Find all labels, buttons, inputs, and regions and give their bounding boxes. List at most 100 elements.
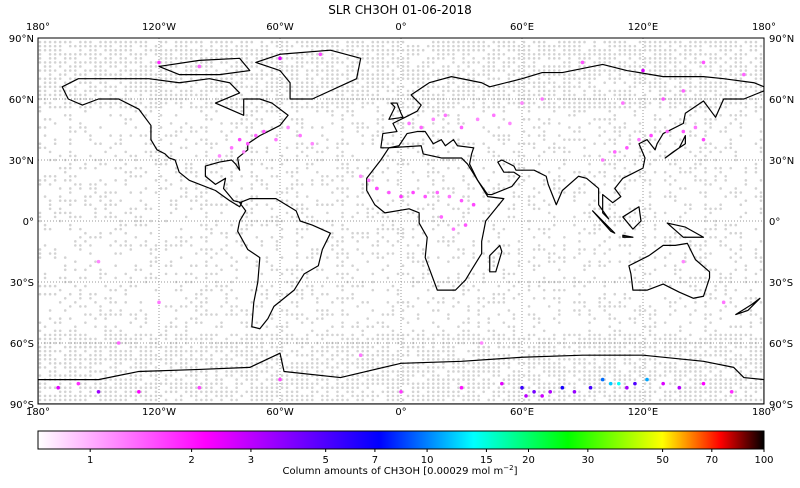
no-data-point [558, 296, 561, 300]
no-data-point [608, 337, 612, 341]
no-data-point [507, 77, 511, 80]
no-data-point [215, 142, 218, 146]
no-data-point [346, 162, 349, 166]
no-data-point [109, 61, 112, 64]
no-data-point [361, 93, 364, 97]
no-data-point [628, 333, 632, 337]
no-data-point [684, 52, 687, 56]
no-data-point [437, 256, 440, 259]
no-data-point [215, 52, 218, 56]
no-data-point [613, 138, 617, 141]
no-data-point [200, 288, 203, 292]
no-data-point [275, 223, 279, 227]
no-data-point [225, 48, 228, 52]
no-data-point [442, 357, 445, 361]
no-data-point [749, 85, 753, 89]
no-data-point [361, 105, 364, 109]
no-data-point [290, 203, 294, 207]
no-data-point [184, 97, 188, 101]
no-data-point [346, 85, 349, 89]
no-data-point [346, 89, 349, 93]
no-data-point [386, 154, 390, 158]
no-data-point [709, 105, 712, 109]
no-data-point [366, 345, 370, 349]
no-data-point [331, 81, 334, 85]
no-data-point [416, 353, 420, 357]
no-data-point [381, 52, 385, 56]
no-data-point [310, 321, 314, 324]
no-data-point [522, 61, 526, 64]
no-data-point [663, 211, 667, 215]
no-data-point [331, 101, 334, 105]
no-data-point [668, 40, 672, 44]
no-data-point [734, 44, 738, 48]
no-data-point [321, 77, 324, 80]
no-data-point [482, 48, 485, 52]
no-data-point [89, 366, 92, 369]
no-data-point [719, 81, 722, 85]
no-data-point [507, 179, 511, 182]
no-data-point [245, 333, 249, 337]
no-data-point [179, 333, 183, 337]
no-data-point [119, 113, 122, 117]
no-data-point [391, 223, 395, 227]
no-data-point [275, 345, 279, 349]
no-data-point [195, 349, 198, 353]
no-data-point [285, 313, 289, 316]
no-data-point [411, 73, 415, 76]
no-data-point [89, 187, 92, 190]
no-data-point [371, 280, 375, 284]
no-data-point [159, 105, 163, 109]
no-data-point [699, 256, 702, 259]
no-data-point [376, 89, 380, 93]
no-data-point [134, 61, 138, 64]
no-data-point [558, 69, 561, 72]
no-data-point [477, 288, 480, 292]
no-data-point [411, 89, 415, 93]
no-data-point [754, 345, 758, 349]
no-data-point [336, 345, 339, 349]
no-data-point [517, 154, 521, 158]
no-data-point [447, 52, 450, 56]
no-data-point [547, 81, 551, 85]
no-data-point [331, 313, 334, 316]
no-data-point [376, 252, 380, 255]
no-data-point [507, 93, 511, 97]
no-data-point [184, 329, 188, 333]
no-data-point [305, 77, 309, 80]
no-data-point [663, 52, 667, 56]
no-data-point [43, 179, 47, 182]
no-data-point [689, 61, 692, 64]
no-data-point [154, 65, 158, 68]
no-data-point [472, 77, 475, 80]
no-data-point [749, 333, 753, 337]
no-data-point [673, 345, 677, 349]
no-data-point [386, 65, 390, 68]
no-data-point [68, 142, 72, 146]
no-data-point [149, 73, 153, 76]
no-data-point [754, 272, 758, 276]
no-data-point [477, 48, 480, 52]
no-data-point [628, 101, 632, 105]
no-data-point [376, 199, 380, 202]
no-data-point [326, 138, 329, 141]
no-data-point [295, 280, 299, 284]
no-data-point [205, 333, 208, 337]
no-data-point [275, 349, 279, 353]
no-data-point [260, 48, 264, 52]
no-data-point [431, 227, 435, 231]
no-data-point [68, 57, 72, 60]
no-data-point [179, 89, 183, 93]
no-data-point [290, 313, 294, 316]
no-data-point [215, 264, 218, 268]
no-data-point [240, 174, 243, 178]
no-data-point [104, 44, 107, 48]
no-data-point [663, 89, 667, 93]
no-data-point [643, 105, 647, 109]
no-data-point [613, 203, 617, 207]
no-data-point [366, 260, 370, 263]
no-data-point [552, 65, 556, 68]
no-data-point [63, 268, 67, 272]
no-data-point [189, 353, 193, 357]
no-data-point [89, 61, 92, 64]
